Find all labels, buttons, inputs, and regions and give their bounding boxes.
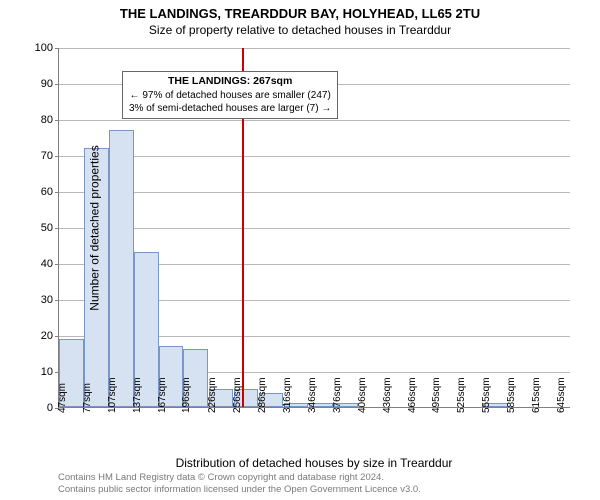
x-tick-label: 466sqm xyxy=(407,377,418,413)
gridline xyxy=(59,120,570,121)
x-tick-label: 316sqm xyxy=(282,377,293,413)
y-tick-label: 40 xyxy=(41,258,53,270)
y-tick-label: 50 xyxy=(41,222,53,234)
y-tick-label: 90 xyxy=(41,78,53,90)
footer-line-1: Contains HM Land Registry data © Crown c… xyxy=(58,472,421,484)
x-tick-label: 167sqm xyxy=(157,377,168,413)
annotation-title: THE LANDINGS: 267sqm xyxy=(129,75,331,89)
x-tick-label: 77sqm xyxy=(82,383,93,413)
footer-line-2: Contains public sector information licen… xyxy=(58,484,421,496)
x-tick-label: 376sqm xyxy=(332,377,343,413)
x-tick-label: 346sqm xyxy=(307,377,318,413)
x-tick-label: 585sqm xyxy=(506,377,517,413)
gridline xyxy=(59,48,570,49)
histogram-bar xyxy=(109,130,134,407)
x-axis-label: Distribution of detached houses by size … xyxy=(58,456,570,470)
x-tick-label: 47sqm xyxy=(57,383,68,413)
x-tick-label: 645sqm xyxy=(556,377,567,413)
y-tick-label: 20 xyxy=(41,330,53,342)
chart-title-sub: Size of property relative to detached ho… xyxy=(0,23,600,37)
x-tick-label: 256sqm xyxy=(232,377,243,413)
title-area: THE LANDINGS, TREARDDUR BAY, HOLYHEAD, L… xyxy=(0,0,600,37)
y-tick-label: 100 xyxy=(35,42,53,54)
y-tick-label: 80 xyxy=(41,114,53,126)
gridline xyxy=(59,156,570,157)
x-tick-label: 286sqm xyxy=(257,377,268,413)
chart-area: 010203040506070809010047sqm77sqm107sqm13… xyxy=(58,48,570,408)
x-tick-label: 525sqm xyxy=(456,377,467,413)
y-tick-label: 30 xyxy=(41,294,53,306)
annotation-line-1: ← 97% of detached houses are smaller (24… xyxy=(129,89,331,102)
y-axis-label: Number of detached properties xyxy=(88,145,102,310)
y-tick-label: 0 xyxy=(47,402,53,414)
y-tick-label: 70 xyxy=(41,150,53,162)
x-tick-label: 137sqm xyxy=(132,377,143,413)
x-tick-label: 615sqm xyxy=(531,377,542,413)
x-tick-label: 495sqm xyxy=(431,377,442,413)
x-tick-label: 555sqm xyxy=(481,377,492,413)
x-tick-label: 436sqm xyxy=(382,377,393,413)
chart-title-main: THE LANDINGS, TREARDDUR BAY, HOLYHEAD, L… xyxy=(0,6,600,21)
gridline xyxy=(59,228,570,229)
attribution-footer: Contains HM Land Registry data © Crown c… xyxy=(58,472,421,496)
x-tick-label: 226sqm xyxy=(207,377,218,413)
y-tick-label: 60 xyxy=(41,186,53,198)
annotation-box: THE LANDINGS: 267sqm ← 97% of detached h… xyxy=(122,71,338,119)
y-tick-label: 10 xyxy=(41,366,53,378)
annotation-line-2: 3% of semi-detached houses are larger (7… xyxy=(129,102,331,115)
gridline xyxy=(59,192,570,193)
x-tick-label: 406sqm xyxy=(357,377,368,413)
x-tick-label: 196sqm xyxy=(181,377,192,413)
x-tick-label: 107sqm xyxy=(107,377,118,413)
